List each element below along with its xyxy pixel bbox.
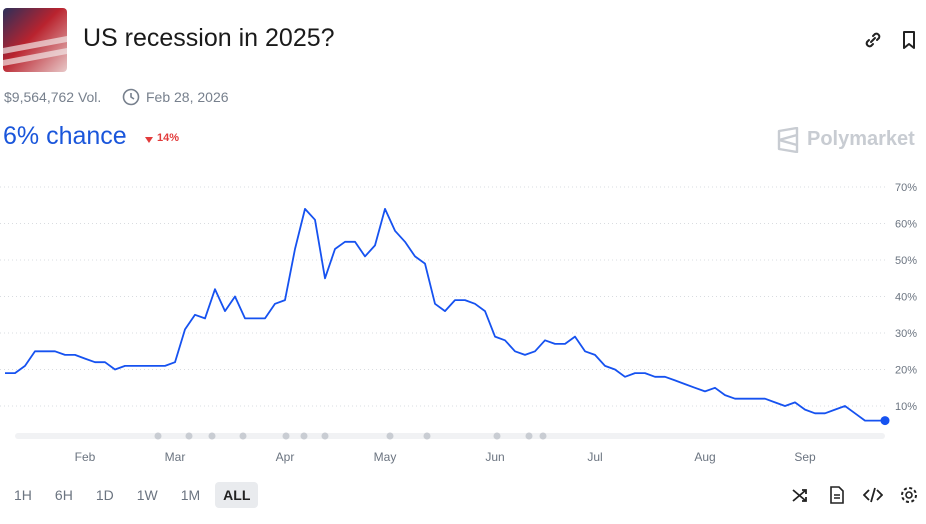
- change: 14%: [157, 132, 180, 144]
- x-tick-label: Apr: [276, 450, 295, 464]
- brand: Polymarket: [807, 128, 915, 150]
- timeframe-button[interactable]: 1M: [180, 487, 201, 503]
- chart: 10% 20% 30% 40% 50% 60% 70% Feb Mar Apr May Jun Jul A…: [0, 182, 917, 464]
- shuffle-icon[interactable]: [791, 486, 811, 504]
- event-track: [15, 433, 885, 439]
- x-tick-label: Aug: [694, 450, 715, 464]
- timeframe-button[interactable]: 6H: [54, 487, 73, 503]
- bookmark-icon[interactable]: [899, 30, 919, 50]
- x-tick-label: Mar: [165, 450, 186, 464]
- y-tick-label: 10%: [895, 401, 917, 413]
- market-title: US recession in 2025?: [83, 24, 335, 52]
- x-tick-label: Jun: [485, 450, 504, 464]
- down-arrow: [145, 137, 153, 143]
- chance: 6% chance: [3, 122, 127, 150]
- market-thumbnail: [3, 8, 67, 72]
- volume: $9,564,762 Vol.: [4, 89, 102, 105]
- embed-icon[interactable]: [863, 486, 883, 504]
- y-tick-label: 30%: [895, 328, 917, 340]
- x-tick-label: May: [374, 450, 397, 464]
- current-point: [880, 416, 890, 426]
- end-date: Feb 28, 2026: [146, 89, 229, 105]
- event-dots: [154, 432, 547, 440]
- price-line: [5, 208, 885, 422]
- y-tick-label: 70%: [895, 182, 917, 194]
- timeframe-button[interactable]: 1D: [95, 487, 114, 503]
- x-tick-label: Feb: [75, 450, 96, 464]
- y-tick-label: 40%: [895, 292, 917, 304]
- clock-icon: [122, 88, 140, 106]
- document-icon[interactable]: [828, 486, 846, 504]
- y-tick-label: 50%: [895, 255, 917, 267]
- y-tick-label: 60%: [895, 219, 917, 231]
- timeframe-button[interactable]: 1H: [14, 487, 32, 503]
- x-tick-label: Jul: [587, 450, 602, 464]
- settings-icon[interactable]: [900, 486, 918, 504]
- timeframe-button[interactable]: 1W: [136, 487, 158, 503]
- y-tick-label: 20%: [895, 365, 917, 377]
- timeframe-button[interactable]: ALL: [215, 482, 259, 508]
- x-tick-label: Sep: [794, 450, 816, 464]
- link-icon[interactable]: [863, 30, 883, 50]
- brand-logo: [777, 127, 799, 153]
